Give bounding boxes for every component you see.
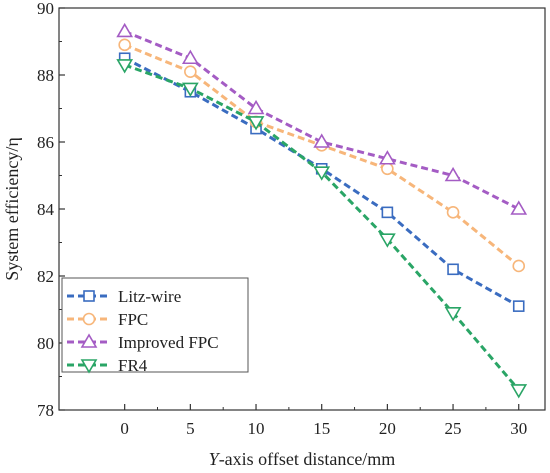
series-fpc (118, 38, 526, 273)
x-tick-label: 25 (445, 419, 462, 438)
data-point (313, 166, 331, 181)
data-point (184, 65, 197, 78)
legend-item: FR4 (67, 356, 148, 375)
legend-label: Improved FPC (118, 333, 219, 352)
series-fr4 (116, 59, 528, 399)
legend-swatch-marker (83, 290, 95, 302)
series-line (124, 43, 520, 268)
x-axis-title-rest: -axis offset distance/mm (219, 449, 396, 469)
data-point (116, 59, 134, 74)
x-axis-title-italic: Y (209, 449, 221, 469)
x-tick-label: 10 (248, 419, 265, 438)
data-point (381, 206, 394, 219)
legend-item: FPC (67, 310, 148, 329)
data-point (313, 133, 331, 148)
x-tick-label: 5 (186, 419, 195, 438)
data-point (444, 307, 462, 322)
data-point (444, 166, 462, 182)
series-line (124, 30, 520, 211)
data-point (118, 38, 131, 52)
data-point (447, 263, 459, 276)
data-point (512, 259, 526, 273)
data-point (116, 22, 134, 38)
x-tick-label: 20 (379, 419, 396, 438)
series-line (123, 56, 520, 308)
legend-swatch-marker (80, 333, 98, 348)
data-point (378, 233, 396, 248)
data-point (512, 300, 525, 312)
y-axis-title: System efficiency/η (2, 137, 22, 281)
data-point (446, 206, 460, 219)
data-point (381, 162, 394, 176)
y-axis: 78 80 82 84 86 88 90 (37, 0, 65, 420)
y-tick-label: 88 (37, 66, 54, 85)
data-point (181, 49, 199, 65)
series-layer (116, 22, 528, 399)
y-tick-label: 86 (37, 133, 54, 152)
legend-item: Litz-wire (67, 287, 181, 306)
y-tick-label: 84 (37, 200, 55, 219)
y-tick-label: 82 (37, 267, 54, 286)
legend-swatch-marker (82, 312, 96, 326)
data-point (378, 150, 396, 165)
data-point (247, 116, 265, 131)
data-point (247, 99, 265, 115)
legend: Litz-wire FPC Improved FPC FR4 (61, 277, 249, 375)
y-tick-label: 78 (37, 401, 54, 420)
legend-swatch-marker (80, 359, 98, 374)
y-tick-label: 90 (37, 0, 54, 18)
legend-label: Litz-wire (118, 287, 181, 306)
legend-label: FPC (118, 310, 148, 329)
data-point (510, 200, 528, 215)
y-tick-label: 80 (37, 334, 54, 353)
legend-item: Improved FPC (67, 333, 219, 352)
data-point (181, 82, 199, 97)
x-axis-title: Y-axis offset distance/mm (209, 449, 396, 469)
x-tick-label: 0 (120, 419, 129, 438)
x-axis: 0 5 10 15 20 25 30 (120, 404, 527, 438)
series-improved-fpc (116, 22, 528, 215)
x-tick-label: 15 (313, 419, 330, 438)
data-point (510, 384, 528, 399)
legend-label: FR4 (118, 356, 148, 375)
x-tick-label: 30 (510, 419, 527, 438)
